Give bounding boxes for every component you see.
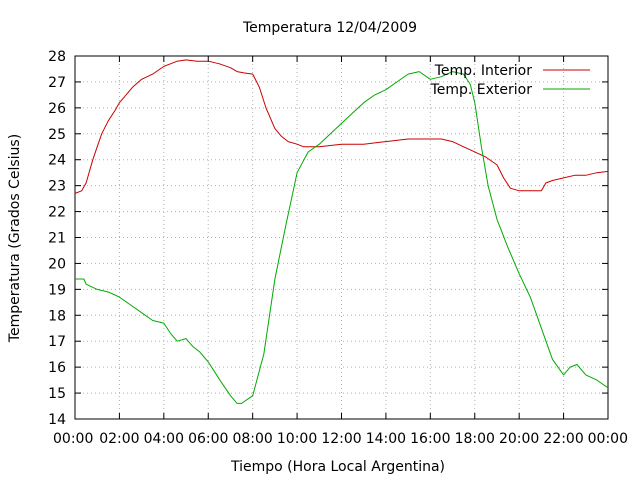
- x-axis-label: Tiempo (Hora Local Argentina): [230, 459, 445, 475]
- y-tick-label: 28: [48, 49, 66, 65]
- x-tick-label: 12:00: [321, 431, 361, 447]
- x-tick-label: 14:00: [366, 431, 406, 447]
- x-tick-label: 08:00: [232, 431, 272, 447]
- axis-ticks: [74, 55, 609, 420]
- x-tick-label: 00:00: [588, 431, 628, 447]
- x-tick-label: 22:00: [543, 431, 583, 447]
- y-tick-label: 15: [48, 386, 66, 402]
- y-tick-label: 17: [48, 334, 66, 350]
- series-line-exterior: [75, 71, 609, 404]
- grid-lines: [75, 56, 608, 419]
- y-tick-label: 16: [48, 360, 66, 376]
- y-tick-label: 25: [48, 127, 66, 143]
- y-tick-label: 21: [48, 231, 66, 247]
- series-lines: [74, 59, 609, 404]
- legend: Temp. Interior Temp. Exterior: [430, 63, 590, 98]
- y-tick-label: 24: [48, 153, 66, 169]
- y-tick-labels: 14 15 16 17 18 19 20 21 22 23 24 25 26 27 28: [48, 49, 66, 428]
- x-tick-label: 10:00: [277, 431, 317, 447]
- x-tick-label: 02:00: [99, 431, 139, 447]
- legend-label: Temp. Exterior: [430, 82, 533, 98]
- chart-title: Temperatura 12/04/2009: [242, 20, 417, 36]
- x-tick-label: 00:00: [53, 431, 93, 447]
- x-tick-label: 06:00: [188, 431, 228, 447]
- x-tick-label: 20:00: [499, 431, 539, 447]
- x-tick-label: 18:00: [455, 431, 495, 447]
- y-tick-label: 20: [48, 256, 66, 272]
- y-axis-label: Temperatura (Grados Celsius): [7, 134, 23, 343]
- y-tick-label: 26: [48, 101, 66, 117]
- series-line-interior: [74, 59, 609, 194]
- y-tick-label: 19: [48, 282, 66, 298]
- y-tick-label: 14: [48, 412, 66, 428]
- y-tick-label: 27: [48, 75, 66, 91]
- legend-label: Temp. Interior: [434, 63, 533, 79]
- x-tick-label: 16:00: [410, 431, 450, 447]
- y-tick-label: 22: [48, 205, 66, 221]
- y-tick-label: 23: [48, 179, 66, 195]
- x-tick-labels: 00:00 02:00 04:00 06:00 08:00 10:00 12:00 14:00…: [53, 431, 628, 447]
- y-tick-label: 18: [48, 308, 66, 324]
- x-tick-label: 04:00: [144, 431, 184, 447]
